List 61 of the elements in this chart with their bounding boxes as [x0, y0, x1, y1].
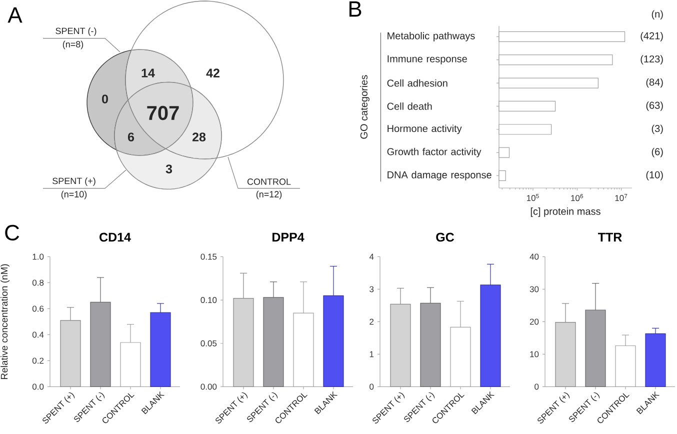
y-tick-label: Hormone activity: [388, 124, 462, 134]
y-tick-label: Growth factor activity: [387, 148, 482, 158]
chart-title: GC: [436, 232, 454, 242]
y-tick-label: 0: [370, 384, 374, 390]
text: (63): [646, 102, 663, 111]
chart-title: CD14: [100, 232, 131, 242]
text: 707: [147, 106, 179, 120]
text: 6: [128, 132, 134, 142]
text: (n=12): [256, 190, 282, 200]
y-tick-label: 0.6: [32, 306, 44, 312]
x-tick-label: 10$^{5}$: [526, 194, 539, 202]
text: 28: [192, 132, 206, 142]
text: C: [5, 224, 20, 240]
y-tick-label: 0.2: [32, 358, 44, 364]
y-axis-title: GO categories: [360, 75, 370, 139]
y-tick-label: 3: [370, 286, 374, 292]
text: 0: [102, 94, 108, 104]
y-tick-label: 0.15: [200, 254, 217, 260]
y-tick-label: 0.10: [200, 297, 217, 304]
y-tick-label: 0.00: [200, 384, 217, 390]
text: SPENT (-): [56, 28, 96, 36]
y-tick-label: 20: [530, 318, 539, 325]
y-tick-label: 30: [530, 286, 539, 292]
text: (n=8): [62, 40, 84, 50]
text: SPENT (+): [52, 178, 96, 186]
y-tick-label: 10: [530, 351, 539, 358]
text: A: [8, 7, 22, 23]
y-tick-label: 1: [370, 351, 374, 358]
text: (84): [646, 78, 663, 88]
x-axis-title: [c] protein mass: [530, 208, 600, 217]
chart-title: TTR: [598, 232, 622, 242]
y-tick-label: 40: [530, 254, 539, 260]
chart-title: DPP4: [272, 232, 304, 242]
text: (3): [652, 124, 663, 134]
text: 14: [142, 68, 155, 78]
y-tick-label: Metabolic pathways: [388, 32, 475, 42]
y-tick-label: 0.05: [200, 340, 217, 346]
y-tick-label: 1.0: [32, 254, 44, 260]
chart-title: B: [349, 1, 362, 17]
y-tick-label: 0: [534, 384, 539, 390]
text: CONTROL: [247, 178, 291, 185]
text: (n): [652, 10, 663, 20]
x-tick-label: 10$^{7}$: [615, 194, 628, 202]
text: (6): [652, 148, 663, 158]
y-axis-title: Relative concentration (nM): [0, 264, 10, 379]
y-tick-label: 0.0: [32, 384, 44, 390]
y-tick-label: 4: [369, 254, 374, 260]
y-tick-label: 2: [370, 318, 374, 325]
text: (10): [646, 171, 663, 180]
text: 3: [166, 164, 172, 174]
y-tick-label: DNA damage response: [388, 171, 492, 180]
text: (421): [640, 32, 663, 42]
y-tick-label: 0.8: [32, 280, 44, 286]
y-tick-label: Cell death: [387, 102, 432, 110]
y-tick-label: Cell adhesion: [387, 79, 448, 87]
y-tick-label: Immune response: [388, 55, 467, 64]
text: (123): [640, 55, 663, 64]
text: (n=10): [61, 190, 87, 200]
x-tick-label: 10$^{6}$: [571, 194, 583, 202]
text: 42: [206, 68, 220, 78]
y-tick-label: 0.4: [32, 332, 44, 338]
